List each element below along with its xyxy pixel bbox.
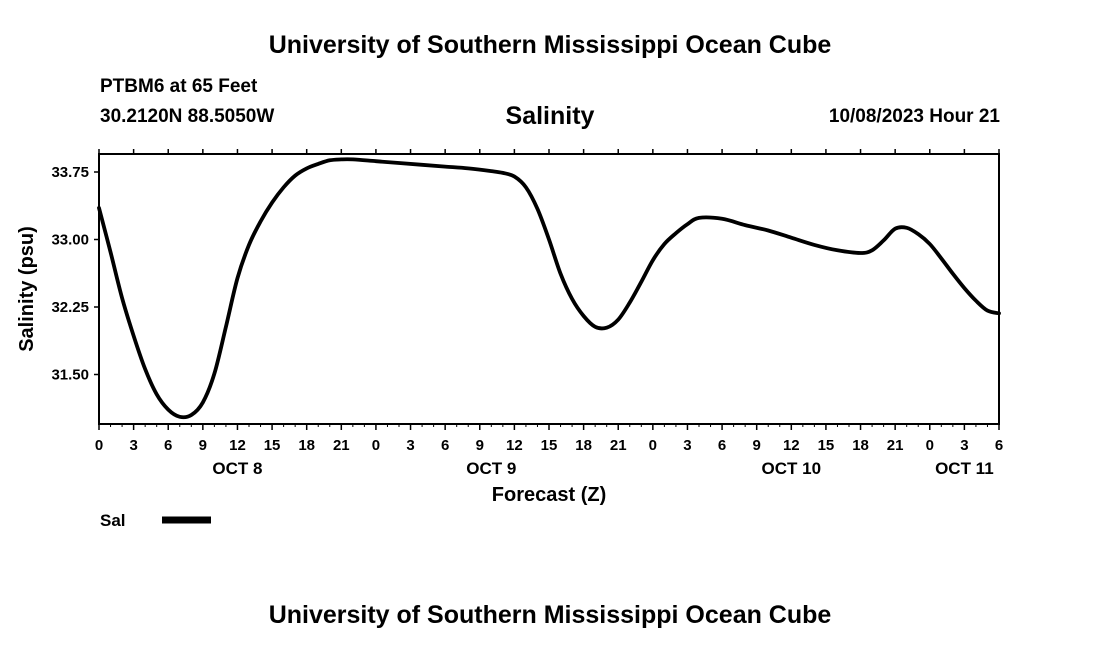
station-label: PTBM6 at 65 Feet [100,76,258,97]
x-tick-label: 3 [406,437,414,454]
x-axis-label: Forecast (Z) [492,484,606,506]
x-tick-label: 12 [783,437,800,454]
x-tick-label: 18 [852,437,869,454]
x-tick-label: 0 [95,437,103,454]
date-label: OCT 9 [466,459,516,478]
plot-frame [98,153,1000,425]
series-line-sal [97,157,1001,420]
x-tick-label: 3 [960,437,968,454]
label-layer: 31.50 32.25 33.00 33.75 0 3 6 9 12 15 18 21 0 3 6 9 12 15… [16,164,1003,506]
x-tick-label: 21 [333,437,350,454]
date-label: OCT 10 [762,459,822,478]
x-tick-label: 15 [818,437,835,454]
page-title: University of Southern Mississippi Ocean… [268,31,832,59]
x-tick-label: 6 [718,437,726,454]
legend-layer: Sal [100,511,211,530]
x-tick-label: 18 [575,437,592,454]
station-coordinates: 30.2120N 88.5050W [100,106,275,127]
date-label: OCT 11 [935,459,994,478]
valid-time: 10/08/2023 Hour 21 [828,106,1000,127]
chart-title: Salinity [505,102,595,130]
x-tick-label: 9 [199,437,207,454]
series-layer [97,157,1001,420]
legend-label: Sal [100,511,126,530]
x-tick-label: 3 [129,437,137,454]
y-tick-label: 33.00 [51,232,89,249]
x-tick-label: 6 [441,437,449,454]
x-tick-label: 12 [229,437,246,454]
x-tick-label: 3 [683,437,691,454]
x-tick-label: 15 [541,437,558,454]
x-tick-label: 21 [610,437,627,454]
x-tick-label: 21 [887,437,904,454]
y-tick-label: 32.25 [51,299,89,316]
date-label: OCT 8 [212,459,262,478]
y-tick-label: 33.75 [51,164,89,181]
x-tick-label: 9 [753,437,761,454]
x-tick-label: 12 [506,437,523,454]
x-tick-label: 0 [372,437,380,454]
x-tick-label: 0 [649,437,657,454]
y-tick-label: 31.50 [51,367,89,384]
axis-layer [94,149,1000,430]
x-tick-label: 0 [926,437,934,454]
x-tick-label: 6 [995,437,1003,454]
footer-title: University of Southern Mississippi Ocean… [268,601,832,629]
x-tick-label: 18 [298,437,315,454]
x-tick-label: 15 [264,437,281,454]
y-axis-label: Salinity (psu) [16,226,38,352]
x-tick-label: 9 [476,437,484,454]
x-tick-label: 6 [164,437,172,454]
